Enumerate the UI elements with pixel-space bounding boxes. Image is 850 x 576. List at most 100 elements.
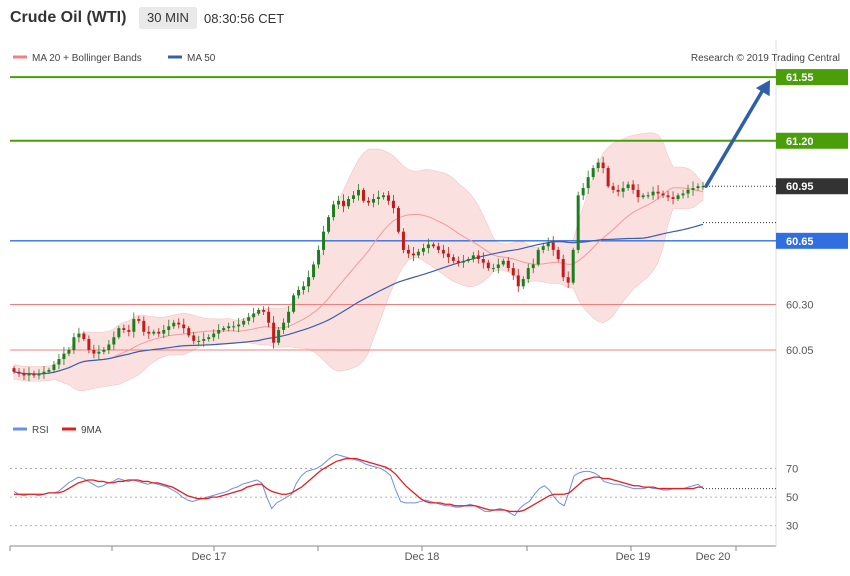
current-price-label: 60.95: [786, 181, 814, 193]
candle-body: [277, 329, 281, 343]
level-label-60.05: 60.05: [786, 345, 814, 357]
moving-averages: [13, 187, 776, 375]
candle-body: [312, 264, 316, 278]
candle-body: [222, 328, 226, 330]
candle-body: [556, 249, 560, 260]
candle-body: [596, 162, 600, 169]
candle-body: [436, 246, 440, 250]
candle-body: [361, 189, 365, 201]
candle-body: [396, 208, 400, 232]
candle-body: [481, 259, 485, 263]
candle-body: [461, 260, 465, 263]
rsi-legend-label: RSI: [32, 425, 49, 436]
candle-body: [212, 333, 216, 338]
candle-body: [197, 340, 201, 342]
interval-selector[interactable]: 30 MIN: [139, 7, 197, 29]
candle-body: [431, 244, 435, 247]
candle-body: [92, 349, 96, 354]
candle-body: [292, 295, 296, 312]
candle-body: [177, 322, 181, 325]
price-tags: 61.55 61.20 60.65 60.30 60.05 60.95: [776, 69, 848, 357]
candle-body: [616, 189, 620, 192]
candle-body: [327, 217, 331, 232]
candle-body: [566, 277, 570, 283]
candle-body: [17, 371, 21, 374]
candle-body: [681, 193, 685, 196]
candle-body: [242, 320, 246, 325]
candle-body: [456, 260, 460, 263]
candle-body: [551, 242, 555, 250]
candle-body: [137, 319, 141, 321]
candle-body: [227, 326, 231, 329]
rsi-tick-50: 50: [786, 492, 798, 504]
candle-body: [581, 188, 585, 196]
candle-body: [571, 249, 575, 283]
candle-body: [202, 339, 206, 341]
ma50-line: [13, 223, 704, 375]
candle-body: [521, 279, 525, 287]
candle-body: [172, 322, 176, 327]
rsi-tick-30: 30: [786, 521, 798, 533]
candle-body: [411, 253, 415, 256]
candle-body: [661, 193, 665, 196]
candle-body: [376, 197, 380, 199]
candle-body: [546, 242, 550, 247]
candle-body: [451, 257, 455, 261]
candle-body: [671, 197, 675, 199]
candle-body: [586, 177, 590, 189]
candle-body: [102, 349, 106, 352]
candle-body: [601, 162, 605, 169]
credit-label: Research © 2019 Trading Central: [691, 53, 840, 64]
candle-body: [257, 309, 261, 314]
candle-body: [591, 168, 595, 178]
candle-body: [27, 373, 31, 376]
rsi-ma-line: [14, 457, 703, 513]
candle-body: [352, 195, 356, 199]
candle-body: [636, 189, 640, 198]
candle-body: [666, 195, 670, 198]
candle-body: [317, 249, 321, 265]
legend: MA 20 + Bollinger Bands MA 50 Research ©…: [13, 53, 840, 64]
candle-body: [52, 364, 56, 370]
candle-body: [656, 191, 660, 194]
x-axis: Dec 17 Dec 18 Dec 19 Dec 20: [9, 546, 737, 563]
legend-ma20-label: MA 20 + Bollinger Bands: [32, 53, 142, 64]
candle-body: [621, 188, 625, 192]
level-tag-label-61.20: 61.20: [786, 136, 814, 148]
candle-body: [511, 268, 515, 276]
candle-body: [302, 286, 306, 290]
candle-body: [611, 186, 615, 190]
candle-body: [476, 255, 480, 260]
rsi-panel: 30 50 70: [10, 453, 798, 533]
candle-body: [357, 189, 360, 196]
price-levels: [10, 76, 776, 351]
candle-body: [401, 231, 405, 250]
candle-body: [406, 249, 410, 254]
candle-body: [366, 200, 370, 203]
candle-body: [381, 195, 385, 198]
level-tag-label-60.65: 60.65: [786, 236, 814, 248]
projection: [703, 80, 776, 188]
candle-body: [626, 184, 630, 189]
candle-body: [576, 195, 580, 250]
candle-body: [72, 337, 76, 350]
candle-body: [531, 264, 535, 269]
chart-header: Crude Oil (WTI) 30 MIN 08:30:56 CET: [0, 0, 850, 36]
candle-body: [97, 351, 101, 354]
candle-body: [192, 335, 196, 341]
candle-body: [252, 313, 256, 318]
candle-body: [441, 249, 445, 254]
candle-body: [132, 319, 136, 332]
candle-body: [82, 333, 86, 340]
candle-body: [147, 331, 151, 334]
level-tag-61.20: [776, 132, 848, 149]
candle-body: [237, 324, 241, 327]
candle-body: [232, 326, 236, 328]
projection-arrow-head: [755, 80, 770, 97]
ma20-line: [13, 187, 704, 375]
candle-body: [416, 251, 420, 256]
candle-body: [287, 311, 291, 323]
candle-body: [167, 326, 171, 330]
candle-body: [157, 331, 161, 334]
candle-body: [297, 289, 301, 296]
